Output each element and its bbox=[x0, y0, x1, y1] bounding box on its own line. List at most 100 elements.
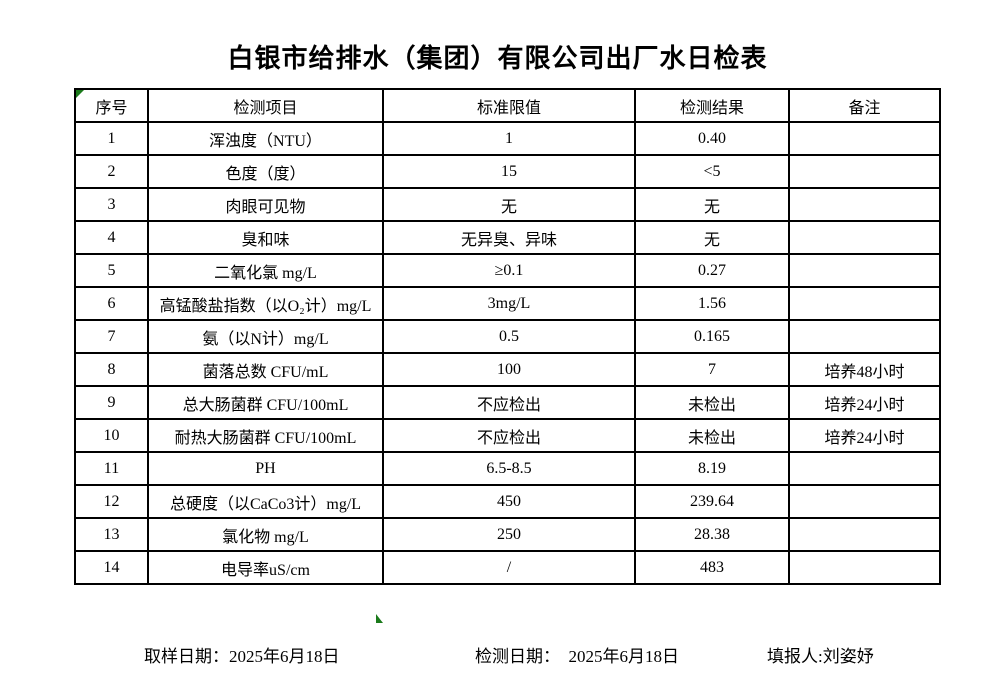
page-title: 白银市给排水（集团）有限公司出厂水日检表 bbox=[227, 44, 768, 73]
table-row: 9 总大肠菌群 CFU/100mL 不应检出 未检出 培养24小时 bbox=[74, 385, 941, 420]
table-row: 8 菌落总数 CFU/mL 100 7 培养48小时 bbox=[74, 352, 941, 387]
test-date-value: 2025年6月18日 bbox=[568, 647, 680, 666]
table-cell: 3 bbox=[74, 187, 149, 222]
table-cell: 100 bbox=[382, 352, 636, 387]
table-cell: 不应检出 bbox=[382, 418, 636, 453]
table-cell bbox=[788, 253, 941, 288]
table-cell: / bbox=[382, 550, 636, 585]
table-cell: 9 bbox=[74, 385, 149, 420]
table-cell bbox=[788, 187, 941, 222]
table-header: 序号 检测项目 标准限值 检测结果 备注 bbox=[74, 88, 941, 123]
table-cell: 483 bbox=[634, 550, 790, 585]
test-date-label: 检测日期： bbox=[475, 647, 569, 666]
daily-inspection-table: 序号 检测项目 标准限值 检测结果 备注 1 浑浊度（NTU） 1 0.40 2 色度（度） 15 <… bbox=[74, 88, 941, 585]
cell-corner-marker-icon bbox=[76, 90, 84, 98]
inspection-table: 序号 检测项目 标准限值 检测结果 备注 1 浑浊度（NTU） 1 0.40 2 色度（度） 15 <… bbox=[74, 88, 941, 585]
table-cell: 0.40 bbox=[634, 121, 790, 156]
sampling-date-value: 2025年6月18日 bbox=[229, 647, 340, 666]
table-cell: 14 bbox=[74, 550, 149, 585]
table-cell: 培养24小时 bbox=[788, 418, 941, 453]
table-cell: ≥0.1 bbox=[382, 253, 636, 288]
table-cell bbox=[788, 451, 941, 486]
table-cell: 不应检出 bbox=[382, 385, 636, 420]
table-cell bbox=[788, 319, 941, 354]
table-cell: 总硬度（以CaCo3计）mg/L bbox=[147, 484, 384, 519]
reporter: 填报人:刘姿妤 bbox=[750, 622, 874, 687]
table-cell: 肉眼可见物 bbox=[147, 187, 384, 222]
test-date: 检测日期： 2025年6月18日 bbox=[458, 622, 679, 687]
table-body: 1 浑浊度（NTU） 1 0.40 2 色度（度） 15 <5 3 肉眼可见物无无 4 臭和味 无异臭、… bbox=[74, 121, 941, 585]
column-header: 序号 bbox=[74, 88, 149, 123]
table-cell: 6.5-8.5 bbox=[382, 451, 636, 486]
table-cell: 1 bbox=[74, 121, 149, 156]
table-row: 4 臭和味 无异臭、异味无 bbox=[74, 220, 941, 255]
table-cell: 未检出 bbox=[634, 385, 790, 420]
table-cell: 1 bbox=[382, 121, 636, 156]
table-cell: 0.5 bbox=[382, 319, 636, 354]
table-row: 6 高锰酸盐指数（以O₂计）mg/L 3mg/L 1.56 bbox=[74, 286, 941, 321]
column-header: 检测结果 bbox=[634, 88, 790, 123]
table-cell: 无异臭、异味 bbox=[382, 220, 636, 255]
table-cell: 电导率uS/cm bbox=[147, 550, 384, 585]
table-cell: 28.38 bbox=[634, 517, 790, 552]
table-cell bbox=[788, 484, 941, 519]
table-cell: 239.64 bbox=[634, 484, 790, 519]
table-cell: 耐热大肠菌群 CFU/100mL bbox=[147, 418, 384, 453]
table-row: 13 氯化物 mg/L 250 28.38 bbox=[74, 517, 941, 552]
table-row: 1 浑浊度（NTU） 1 0.40 bbox=[74, 121, 941, 156]
table-cell bbox=[788, 220, 941, 255]
table-cell: 高锰酸盐指数（以O₂计）mg/L bbox=[147, 286, 384, 321]
table-cell: 7 bbox=[74, 319, 149, 354]
sampling-date-label: 取样日期： bbox=[144, 647, 229, 666]
table-cell: 总大肠菌群 CFU/100mL bbox=[147, 385, 384, 420]
table-cell: 浑浊度（NTU） bbox=[147, 121, 384, 156]
table-cell: 培养48小时 bbox=[788, 352, 941, 387]
table-cell: 250 bbox=[382, 517, 636, 552]
table-cell: 色度（度） bbox=[147, 154, 384, 189]
table-cell: PH bbox=[147, 451, 384, 486]
table-cell: <5 bbox=[634, 154, 790, 189]
header-row: 序号 检测项目 标准限值 检测结果 备注 bbox=[74, 88, 941, 123]
table-cell: 0.27 bbox=[634, 253, 790, 288]
table-row: 11 PH 6.5-8.5 8.19 bbox=[74, 451, 941, 486]
reporter-value: 刘姿妤 bbox=[822, 647, 874, 666]
table-cell: 4 bbox=[74, 220, 149, 255]
table-cell: 450 bbox=[382, 484, 636, 519]
table-cell: 7 bbox=[634, 352, 790, 387]
footer: 取样日期：2025年6月18日 检测日期： 2025年6月18日 填报人:刘姿妤 bbox=[0, 622, 995, 666]
table-cell: 氯化物 mg/L bbox=[147, 517, 384, 552]
table-cell: 无 bbox=[382, 187, 636, 222]
sampling-date: 取样日期：2025年6月18日 bbox=[127, 622, 340, 687]
table-cell: 二氧化氯 mg/L bbox=[147, 253, 384, 288]
table-cell: 8.19 bbox=[634, 451, 790, 486]
table-cell: 15 bbox=[382, 154, 636, 189]
table-cell: 0.165 bbox=[634, 319, 790, 354]
column-header: 备注 bbox=[788, 88, 941, 123]
table-row: 14 电导率uS/cm/483 bbox=[74, 550, 941, 585]
table-cell: 11 bbox=[74, 451, 149, 486]
table-cell bbox=[788, 154, 941, 189]
table-cell: 13 bbox=[74, 517, 149, 552]
table-cell: 10 bbox=[74, 418, 149, 453]
table-cell bbox=[788, 121, 941, 156]
column-header: 标准限值 bbox=[382, 88, 636, 123]
table-row: 3 肉眼可见物无无 bbox=[74, 187, 941, 222]
column-header: 检测项目 bbox=[147, 88, 384, 123]
table-cell bbox=[788, 286, 941, 321]
table-row: 7 氨（以N计）mg/L 0.5 0.165 bbox=[74, 319, 941, 354]
table-cell: 菌落总数 CFU/mL bbox=[147, 352, 384, 387]
table-cell: 无 bbox=[634, 187, 790, 222]
table-cell bbox=[788, 517, 941, 552]
reporter-label: 填报人: bbox=[767, 647, 823, 666]
table-cell bbox=[788, 550, 941, 585]
table-cell: 8 bbox=[74, 352, 149, 387]
smart-tag-marker-icon bbox=[376, 614, 383, 623]
table-row: 12 总硬度（以CaCo3计）mg/L 450 239.64 bbox=[74, 484, 941, 519]
table-cell: 2 bbox=[74, 154, 149, 189]
table-row: 2 色度（度） 15 <5 bbox=[74, 154, 941, 189]
table-cell: 培养24小时 bbox=[788, 385, 941, 420]
table-cell: 6 bbox=[74, 286, 149, 321]
table-cell: 1.56 bbox=[634, 286, 790, 321]
table-cell: 3mg/L bbox=[382, 286, 636, 321]
table-cell: 5 bbox=[74, 253, 149, 288]
